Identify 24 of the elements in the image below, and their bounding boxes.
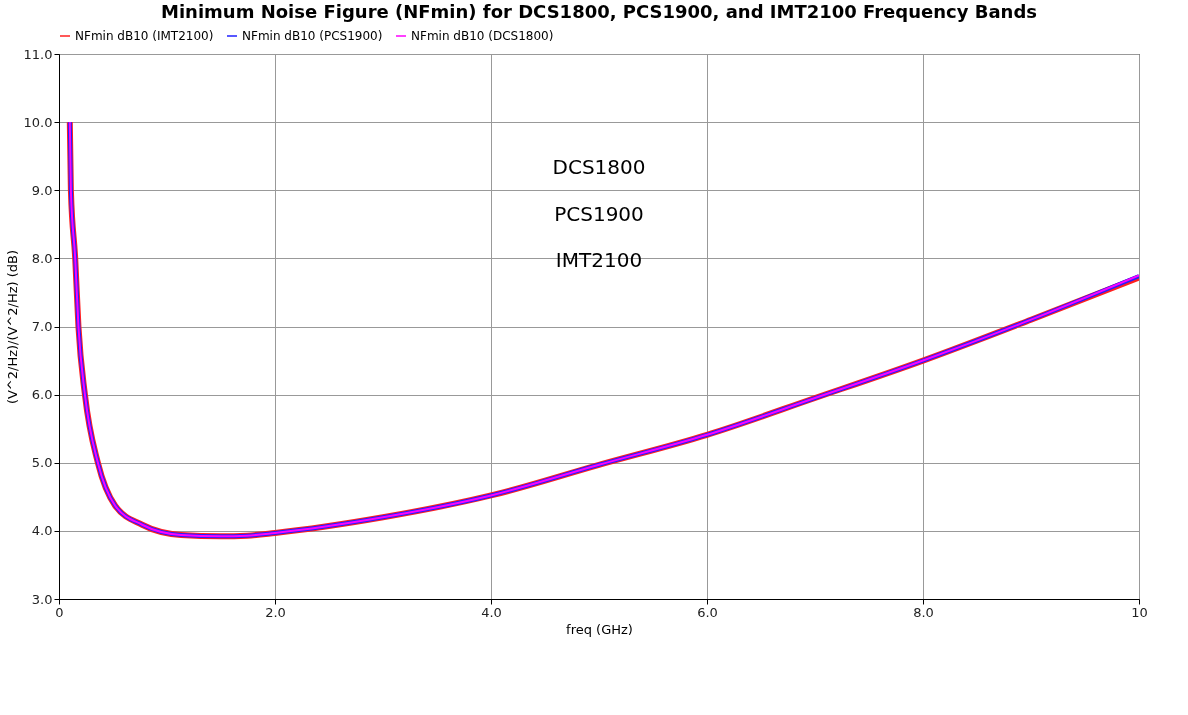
x-axis-title: freq (GHz): [566, 621, 633, 637]
y-tick-label: 11.0: [23, 46, 53, 62]
y-tick-label: 8.0: [31, 250, 53, 266]
y-tick-label: 7.0: [31, 319, 53, 334]
y-tick-label: 4.0: [31, 523, 53, 539]
x-tick-label: 6.0: [697, 604, 718, 620]
x-tick-label: 8.0: [913, 604, 934, 620]
legend-label: NFmin dB10 (IMT2100): [75, 29, 214, 43]
y-axis-title: (V^2/Hz)/(V^2/Hz) (dB): [4, 249, 20, 405]
annotation: DCS1800: [552, 155, 646, 180]
x-tick-label: 10: [1131, 604, 1148, 620]
legend-label: NFmin dB10 (DCS1800): [411, 29, 554, 43]
y-tick-label: 3.0: [31, 591, 53, 607]
legend-label: NFmin dB10 (PCS1900): [242, 29, 383, 43]
y-tick-label: 5.0: [31, 455, 53, 471]
annotation: PCS1900: [554, 201, 644, 226]
annotation: IMT2100: [555, 248, 643, 273]
x-tick-label: 4.0: [481, 604, 502, 620]
x-tick-label: 2.0: [265, 604, 286, 620]
y-tick-label: 10.0: [23, 114, 53, 130]
y-tick-label: 9.0: [31, 182, 53, 198]
y-tick-label: 6.0: [31, 387, 53, 403]
chart-title: Minimum Noise Figure (NFmin) for DCS1800, PCS1900, and IMT2100 Frequency Bands: [161, 1, 1037, 22]
x-tick-label: 0: [55, 604, 64, 620]
